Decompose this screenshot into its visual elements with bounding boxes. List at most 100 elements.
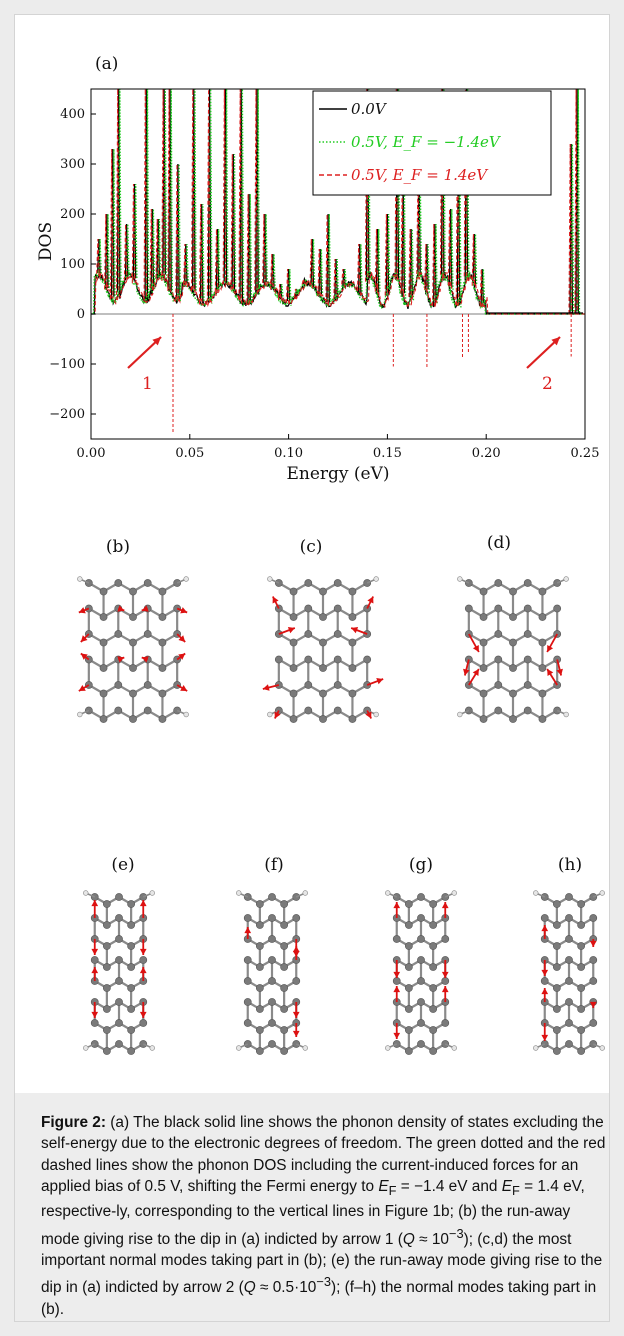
- legend-entry: 0.5V, E_F = −1.4eV: [351, 133, 502, 151]
- figure-graphic-area: (a) 0.00 0.05 0.10 0.15 0.20 0.25 400 300 200 100 0…: [15, 15, 609, 1093]
- atom: [99, 664, 108, 672]
- hydrogen-atom: [563, 711, 569, 718]
- hydrogen-atom: [236, 1045, 242, 1051]
- force-arrow-head: [367, 596, 374, 604]
- atom: [523, 706, 532, 715]
- caption-text-1: (a) The black solid line shows the phono…: [41, 1114, 606, 1195]
- atom: [268, 1019, 276, 1027]
- atom: [143, 630, 152, 638]
- atom: [494, 579, 503, 587]
- atom: [479, 613, 488, 621]
- atom: [127, 963, 136, 971]
- atom: [348, 587, 357, 596]
- caption-text-6: ≈ 0.5·10: [255, 1279, 317, 1297]
- atom: [540, 977, 549, 985]
- atom: [404, 900, 413, 908]
- atom: [129, 664, 137, 672]
- atom: [115, 998, 123, 1006]
- atom: [319, 689, 327, 698]
- atom: [115, 893, 123, 901]
- atom: [577, 1005, 586, 1013]
- force-arrow-head: [547, 645, 554, 652]
- hydrogen-atom: [149, 1045, 155, 1051]
- atom: [114, 681, 123, 689]
- hydrogen-atom: [267, 576, 273, 582]
- atom: [565, 914, 573, 922]
- hydrogen-atom: [533, 890, 539, 896]
- force-arrow-head: [393, 902, 401, 909]
- force-arrow-head: [547, 669, 554, 676]
- atom: [565, 977, 573, 985]
- atom: [129, 587, 137, 596]
- hydrogen-atom: [451, 1045, 457, 1051]
- force-arrow-head: [80, 653, 88, 660]
- atom: [292, 914, 301, 922]
- atom: [589, 977, 598, 985]
- hydrogen-atom: [302, 890, 308, 896]
- atom: [243, 956, 252, 964]
- atom: [268, 914, 276, 922]
- atom: [333, 604, 342, 613]
- atom: [289, 638, 298, 647]
- figure-card: (a) 0.00 0.05 0.10 0.15 0.20 0.25 400 300 200 100 0…: [14, 14, 610, 1322]
- atom: [102, 963, 111, 971]
- atom: [115, 914, 123, 922]
- force-arrow-head: [141, 656, 149, 663]
- atom: [441, 935, 450, 943]
- atom: [99, 587, 108, 596]
- force-arrow-head: [139, 1011, 147, 1018]
- x-tick-label: 0.15: [373, 446, 402, 461]
- atom: [129, 715, 137, 723]
- force-arrow-head: [393, 971, 401, 978]
- force-arrow-head: [78, 607, 86, 614]
- atom: [243, 1019, 252, 1027]
- force-arrow-head: [351, 627, 359, 634]
- force-arrow-head: [292, 1011, 300, 1018]
- hydrogen-atom: [183, 711, 189, 718]
- hydrogen-atom: [77, 576, 83, 582]
- atom: [417, 998, 425, 1006]
- atom: [538, 689, 547, 698]
- atom: [417, 1019, 425, 1027]
- force-arrow-head: [91, 1011, 99, 1018]
- atom: [577, 942, 586, 950]
- atom: [304, 579, 313, 587]
- atom: [479, 689, 488, 698]
- atom: [577, 963, 586, 971]
- hydrogen-atom: [533, 1045, 539, 1051]
- caption-sub-f-1: F: [388, 1182, 397, 1198]
- atom: [392, 935, 401, 943]
- caption-text-2: = −1.4 eV and: [396, 1177, 502, 1195]
- atom: [404, 942, 413, 950]
- atom: [494, 655, 503, 664]
- molecule-b: [77, 576, 189, 723]
- atom: [143, 681, 152, 689]
- atom: [289, 715, 298, 723]
- atom: [289, 613, 298, 621]
- atom: [348, 664, 357, 672]
- atom: [494, 681, 503, 689]
- arrow-1-head: [152, 337, 161, 346]
- atom: [255, 1047, 264, 1055]
- legend-entry: 0.0V: [351, 100, 388, 118]
- atom: [139, 1019, 148, 1027]
- atom: [509, 638, 517, 647]
- panel-label-c: (c): [300, 537, 323, 557]
- force-arrow-head: [139, 967, 147, 974]
- x-tick-label: 0.10: [274, 446, 303, 461]
- panel-label-b: (b): [106, 537, 130, 557]
- atom: [464, 604, 473, 613]
- force-arrow-head: [472, 645, 479, 652]
- atom: [127, 900, 136, 908]
- atom: [429, 921, 438, 929]
- atom: [429, 984, 438, 992]
- atom: [243, 998, 252, 1006]
- hydrogen-atom: [451, 890, 457, 896]
- force-arrow-head: [91, 948, 99, 955]
- force-arrow-head: [441, 986, 449, 993]
- atom: [255, 921, 264, 929]
- atom: [479, 587, 488, 596]
- atom: [158, 689, 167, 698]
- atom: [304, 681, 313, 689]
- atom: [577, 1047, 586, 1055]
